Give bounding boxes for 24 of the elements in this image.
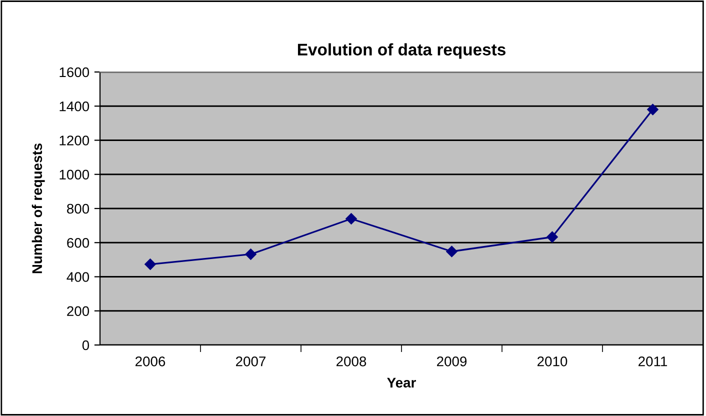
y-tick-label: 1600 bbox=[60, 67, 90, 78]
y-tick-label: 200 bbox=[67, 306, 90, 316]
point bbox=[647, 104, 658, 116]
x-tick-label: 2009 bbox=[437, 356, 467, 366]
y-axis-title: Number of requests bbox=[32, 143, 45, 274]
y-tick-label: 600 bbox=[67, 238, 90, 248]
x-tick-label: 2011 bbox=[638, 356, 668, 366]
point bbox=[346, 213, 357, 224]
x-tick-label: 2010 bbox=[538, 356, 568, 366]
chart-title: Evolution of data requests bbox=[298, 43, 506, 59]
y-tick-label: 400 bbox=[66, 272, 90, 282]
x-tick-label: 2007 bbox=[236, 356, 266, 366]
point bbox=[144, 258, 156, 270]
x-tick-label: 2008 bbox=[336, 356, 366, 366]
x-axis-title: Year bbox=[387, 378, 416, 388]
point bbox=[245, 248, 256, 260]
point bbox=[546, 231, 558, 243]
y-tick-label: 1200 bbox=[60, 136, 90, 146]
y-tick-label: 800 bbox=[67, 204, 90, 214]
y-tick-label: 1400 bbox=[60, 101, 90, 112]
point bbox=[446, 246, 458, 258]
y-tick-label: 1000 bbox=[60, 170, 90, 180]
y-tick-label: 0 bbox=[82, 340, 90, 350]
x-tick-label: 2006 bbox=[136, 356, 166, 366]
